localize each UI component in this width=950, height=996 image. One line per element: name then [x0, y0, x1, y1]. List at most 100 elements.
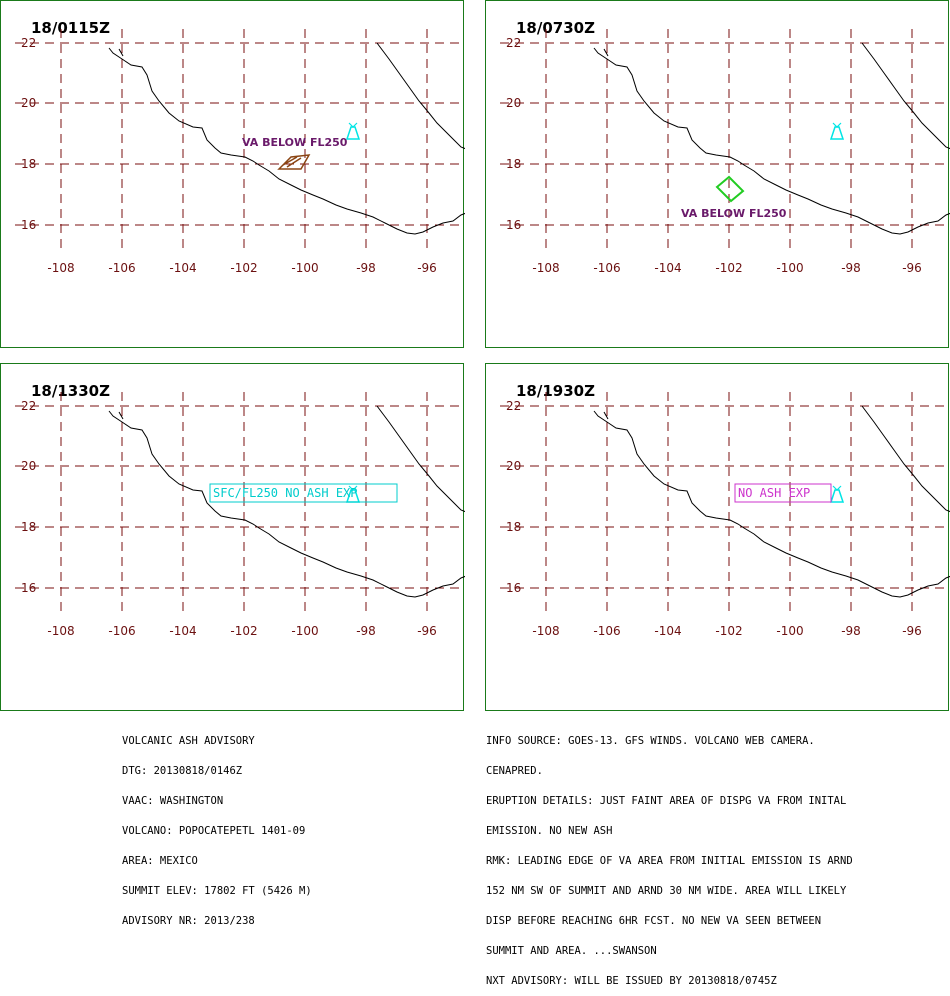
- advisory-line: RMK: LEADING EDGE OF VA AREA FROM INITIA…: [486, 855, 853, 867]
- lon-label: -102: [715, 261, 742, 275]
- lon-label: -96: [417, 261, 437, 275]
- advisory-line: INFO SOURCE: GOES-13. GFS WINDS. VOLCANO…: [486, 735, 815, 747]
- coastline: [118, 411, 124, 420]
- map-panel-4: 18/1930Z 22 20 18 16 -108 -106 -104 -102 -100 -98…: [485, 363, 950, 711]
- lat-label: 20: [21, 96, 36, 110]
- forecast-label: NO ASH EXP: [738, 486, 810, 500]
- lat-label: 18: [506, 520, 521, 534]
- lon-label: -102: [715, 624, 742, 638]
- lon-label: -108: [47, 261, 74, 275]
- lon-label: -100: [291, 624, 318, 638]
- map-svg: 22 20 18 16 -108 -106 -104 -102 -100 -98 -96 SFC/FL…: [15, 392, 465, 638]
- lon-label: -104: [654, 261, 681, 275]
- ash-area-polygon: [715, 175, 745, 203]
- lat-lon-grid: [15, 29, 465, 251]
- advisory-right: INFO SOURCE: GOES-13. GFS WINDS. VOLCANO…: [486, 716, 853, 996]
- coastline: [593, 47, 950, 235]
- lon-label: -104: [654, 624, 681, 638]
- lon-label: -108: [532, 624, 559, 638]
- lat-label: 16: [21, 218, 36, 232]
- lon-label: -106: [108, 624, 135, 638]
- va-label: VA BELOW FL250: [681, 207, 787, 220]
- coastline: [376, 405, 465, 513]
- lon-label: -98: [841, 261, 861, 275]
- lat-label: 16: [506, 581, 521, 595]
- lon-label: -104: [169, 261, 196, 275]
- advisory-line: SUMMIT AND AREA. ...SWANSON: [486, 945, 657, 957]
- lat-lon-grid: [500, 392, 950, 614]
- map-svg: 22 20 18 16 -108 -106 -104 -102 -100 -98 -96 VA BEL…: [15, 29, 465, 275]
- lat-label: 20: [506, 96, 521, 110]
- panel-time: 18/0115Z: [31, 19, 110, 37]
- coastline: [861, 42, 950, 150]
- map-panel-3: 18/1330Z 22 20 18 16 -108 -106 -104 -102 -100 -98…: [0, 363, 465, 711]
- lat-label: 18: [506, 157, 521, 171]
- lon-label: -100: [291, 261, 318, 275]
- lat-label: 16: [21, 581, 36, 595]
- lon-label: -104: [169, 624, 196, 638]
- coastline: [376, 42, 465, 150]
- coastline: [603, 48, 609, 57]
- lat-label: 20: [506, 459, 521, 473]
- volcano-icon: [829, 122, 845, 140]
- lon-label: -102: [230, 261, 257, 275]
- map-svg: 22 20 18 16 -108 -106 -104 -102 -100 -98 -96 VA BEL…: [500, 29, 950, 275]
- map-svg: 22 20 18 16 -108 -106 -104 -102 -100 -98 -96 NO ASH…: [500, 392, 950, 638]
- lon-label: -98: [356, 261, 376, 275]
- coastline: [861, 405, 950, 513]
- ash-area-polygon: [277, 154, 311, 170]
- advisory-line: NXT ADVISORY: WILL BE ISSUED BY 20130818…: [486, 975, 777, 987]
- lon-label: -106: [593, 261, 620, 275]
- volcano-icon: [345, 122, 361, 140]
- panel-time: 18/1330Z: [31, 382, 110, 400]
- advisory-line: 152 NM SW OF SUMMIT AND ARND 30 NM WIDE.…: [486, 885, 847, 897]
- lon-label: -98: [841, 624, 861, 638]
- lat-label: 18: [21, 520, 36, 534]
- advisory-line: EMISSION. NO NEW ASH: [486, 825, 613, 837]
- lat-label: 16: [506, 218, 521, 232]
- lat-label: 22: [506, 399, 521, 413]
- lon-label: -96: [902, 624, 922, 638]
- lon-label: -98: [356, 624, 376, 638]
- lat-label: 22: [21, 36, 36, 50]
- advisory-line: AREA: MEXICO: [122, 855, 198, 867]
- advisory-line: VOLCANO: POPOCATEPETL 1401-09: [122, 825, 306, 837]
- va-label: VA BELOW FL250: [242, 136, 348, 149]
- lon-label: -96: [902, 261, 922, 275]
- lat-label: 18: [21, 157, 36, 171]
- forecast-box: [734, 483, 832, 503]
- map-panel-2: 18/0730Z 22 20 18 16 -108 -106 -104 -102 -100 -98…: [485, 0, 950, 348]
- lat-label: 22: [506, 36, 521, 50]
- forecast-label: SFC/FL250 NO ASH EXP: [213, 486, 358, 500]
- lon-label: -106: [593, 624, 620, 638]
- lon-label: -100: [776, 261, 803, 275]
- forecast-box: [209, 483, 398, 503]
- coastline: [118, 48, 124, 57]
- advisory-line: VAAC: WASHINGTON: [122, 795, 224, 807]
- panel-time: 18/0730Z: [516, 19, 595, 37]
- advisory-line: CENAPRED.: [486, 765, 543, 777]
- advisory-line: DTG: 20130818/0146Z: [122, 765, 243, 777]
- advisory-line: VOLCANIC ASH ADVISORY: [122, 735, 255, 747]
- lon-label: -106: [108, 261, 135, 275]
- advisory-line: ADVISORY NR: 2013/238: [122, 915, 255, 927]
- panel-time: 18/1930Z: [516, 382, 595, 400]
- advisory-left: VOLCANIC ASH ADVISORY DTG: 20130818/0146…: [122, 716, 312, 936]
- coastline: [603, 411, 609, 420]
- lat-label: 22: [21, 399, 36, 413]
- map-panel-1: 18/0115Z 22 20 18 16 -108 -106 -104 -102 -100 -98…: [0, 0, 465, 348]
- coastline: [108, 47, 465, 235]
- lon-label: -108: [47, 624, 74, 638]
- lon-label: -96: [417, 624, 437, 638]
- advisory-line: DISP BEFORE REACHING 6HR FCST. NO NEW VA…: [486, 915, 822, 927]
- volcano-icon: [829, 485, 845, 503]
- lat-label: 20: [21, 459, 36, 473]
- lat-lon-grid: [15, 392, 465, 614]
- coastline: [108, 410, 465, 598]
- lon-label: -102: [230, 624, 257, 638]
- advisory-line: ERUPTION DETAILS: JUST FAINT AREA OF DIS…: [486, 795, 847, 807]
- lon-label: -100: [776, 624, 803, 638]
- lon-label: -108: [532, 261, 559, 275]
- coastline: [593, 410, 950, 598]
- advisory-line: SUMMIT ELEV: 17802 FT (5426 M): [122, 885, 312, 897]
